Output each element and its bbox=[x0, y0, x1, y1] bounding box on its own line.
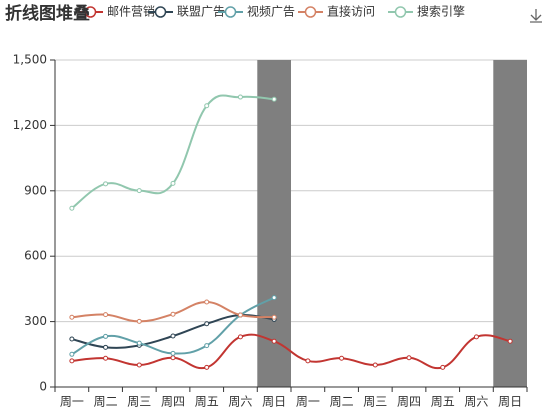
legend-label: 视频广告 bbox=[247, 4, 295, 19]
data-point bbox=[69, 358, 75, 364]
x-tick-label: 周五 bbox=[431, 395, 455, 409]
data-point bbox=[136, 188, 142, 194]
data-point bbox=[507, 338, 513, 344]
y-tick-label: 1,500 bbox=[13, 53, 47, 67]
data-point bbox=[136, 340, 142, 346]
x-tick-label: 周日 bbox=[262, 395, 286, 409]
x-tick-label: 周四 bbox=[397, 395, 421, 409]
data-point bbox=[103, 312, 109, 318]
data-point bbox=[170, 333, 176, 339]
highlight-band bbox=[493, 60, 527, 387]
x-tick-label: 周三 bbox=[127, 395, 151, 409]
data-point bbox=[204, 103, 210, 109]
data-point bbox=[69, 351, 75, 357]
x-tick-label: 周二 bbox=[94, 395, 118, 409]
legend-icon-dot bbox=[394, 6, 407, 18]
y-tick-label: 300 bbox=[24, 314, 47, 328]
data-point bbox=[69, 314, 75, 320]
x-tick-label: 周一 bbox=[60, 395, 84, 409]
y-tick-label: 900 bbox=[24, 183, 47, 197]
data-point bbox=[204, 343, 210, 349]
data-point bbox=[170, 350, 176, 356]
series-line bbox=[71, 313, 275, 349]
data-point bbox=[372, 362, 378, 368]
chart-title: 折线图堆叠 bbox=[5, 3, 90, 24]
y-tick-label: 1,200 bbox=[13, 118, 47, 132]
data-point bbox=[204, 364, 210, 370]
data-point bbox=[473, 334, 479, 340]
data-point bbox=[136, 362, 142, 368]
series-line bbox=[71, 333, 511, 370]
series-line bbox=[71, 94, 275, 210]
x-tick-label: 周日 bbox=[498, 395, 522, 409]
data-point bbox=[440, 364, 446, 370]
x-tick-label: 周六 bbox=[228, 395, 252, 409]
data-point bbox=[69, 205, 75, 211]
x-tick-label: 周三 bbox=[363, 395, 387, 409]
data-point bbox=[271, 338, 277, 344]
highlight-band bbox=[257, 60, 291, 387]
data-point bbox=[103, 355, 109, 361]
data-point bbox=[170, 180, 176, 186]
x-tick-label: 周二 bbox=[330, 395, 354, 409]
data-point bbox=[237, 334, 243, 340]
data-point bbox=[204, 299, 210, 305]
legend-label: 邮件营销 bbox=[107, 5, 155, 19]
data-point bbox=[305, 358, 311, 364]
x-tick-label: 周五 bbox=[195, 395, 219, 409]
data-point bbox=[103, 344, 109, 350]
data-point bbox=[237, 312, 243, 318]
legend-label: 直接访问 bbox=[327, 4, 375, 19]
data-point bbox=[406, 355, 412, 361]
data-point bbox=[271, 295, 277, 301]
y-tick-label: 600 bbox=[24, 249, 47, 263]
data-point bbox=[170, 355, 176, 361]
legend-label: 联盟广告 bbox=[177, 5, 225, 19]
data-point bbox=[170, 311, 176, 317]
data-point bbox=[339, 355, 345, 361]
data-point bbox=[103, 181, 109, 187]
legend-icon-dot bbox=[224, 6, 237, 18]
data-point bbox=[271, 96, 277, 102]
data-point bbox=[69, 336, 75, 342]
x-tick-label: 周六 bbox=[464, 395, 488, 409]
download-button[interactable] bbox=[530, 9, 542, 23]
legend-icon-dot bbox=[154, 6, 167, 18]
legend-icon-dot bbox=[84, 6, 97, 18]
data-point bbox=[271, 314, 277, 320]
legend-icon-dot bbox=[304, 6, 317, 18]
data-point bbox=[204, 321, 210, 327]
legend-label: 搜索引擎 bbox=[417, 4, 465, 19]
data-point bbox=[103, 333, 109, 339]
series-line bbox=[71, 296, 275, 356]
y-tick-label: 0 bbox=[39, 380, 47, 394]
data-point bbox=[237, 94, 243, 100]
download-icon[interactable] bbox=[530, 9, 542, 23]
x-tick-label: 周一 bbox=[296, 395, 320, 409]
x-tick-label: 周四 bbox=[161, 395, 185, 409]
data-point bbox=[136, 318, 142, 324]
